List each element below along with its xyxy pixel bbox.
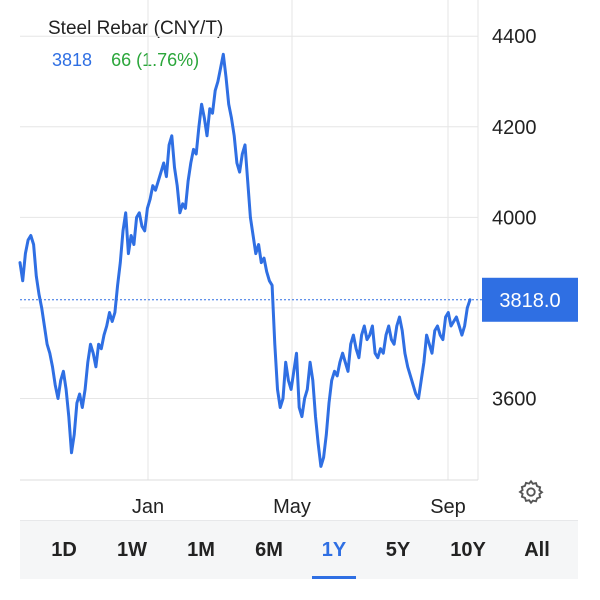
y-axis-labels: 4400 4200 4000 3600 — [492, 26, 537, 410]
range-button-1m[interactable]: 1M — [187, 539, 215, 561]
instrument-title: Steel Rebar (CNY/T) — [48, 18, 224, 39]
price-series-line — [18, 52, 472, 468]
y-tick-label: 4200 — [492, 117, 537, 139]
x-tick-label: May — [273, 496, 311, 518]
current-price-badge-bg — [482, 277, 578, 322]
range-button-all[interactable]: All — [524, 539, 550, 561]
price-chart[interactable]: 4400 4200 4000 3600 Jan May Sep 3818.0 — [0, 0, 600, 520]
active-range-underline — [312, 576, 356, 579]
y-tick-label: 4000 — [492, 207, 537, 229]
current-price-badge: 3818.0 — [482, 277, 578, 322]
current-price: 3818 — [52, 50, 93, 70]
chart-grid — [20, 0, 479, 481]
range-button-10y[interactable]: 10Y — [450, 539, 486, 561]
gear-icon[interactable] — [517, 478, 545, 506]
current-price-badge-label: 3818.0 — [499, 290, 560, 312]
range-button-1d[interactable]: 1D — [51, 539, 77, 561]
y-tick-label: 3600 — [492, 388, 537, 410]
chart-header: Steel Rebar (CNY/T) — [48, 18, 223, 40]
range-button-1w[interactable]: 1W — [117, 539, 147, 561]
x-tick-label: Sep — [430, 496, 466, 518]
y-tick-label: 4400 — [492, 26, 537, 48]
price-change: 66 (1.76%) — [111, 50, 200, 70]
range-button-5y[interactable]: 5Y — [385, 539, 411, 561]
quote-line: 3818 66 (1.76%) — [52, 50, 199, 71]
time-range-bar: 1D 1W 1M 6M 1Y 5Y 10Y All — [20, 520, 578, 579]
range-button-6m[interactable]: 6M — [255, 539, 283, 561]
x-tick-label: Jan — [132, 496, 164, 518]
range-button-1y[interactable]: 1Y — [321, 539, 347, 561]
x-axis-labels: Jan May Sep — [132, 496, 466, 518]
